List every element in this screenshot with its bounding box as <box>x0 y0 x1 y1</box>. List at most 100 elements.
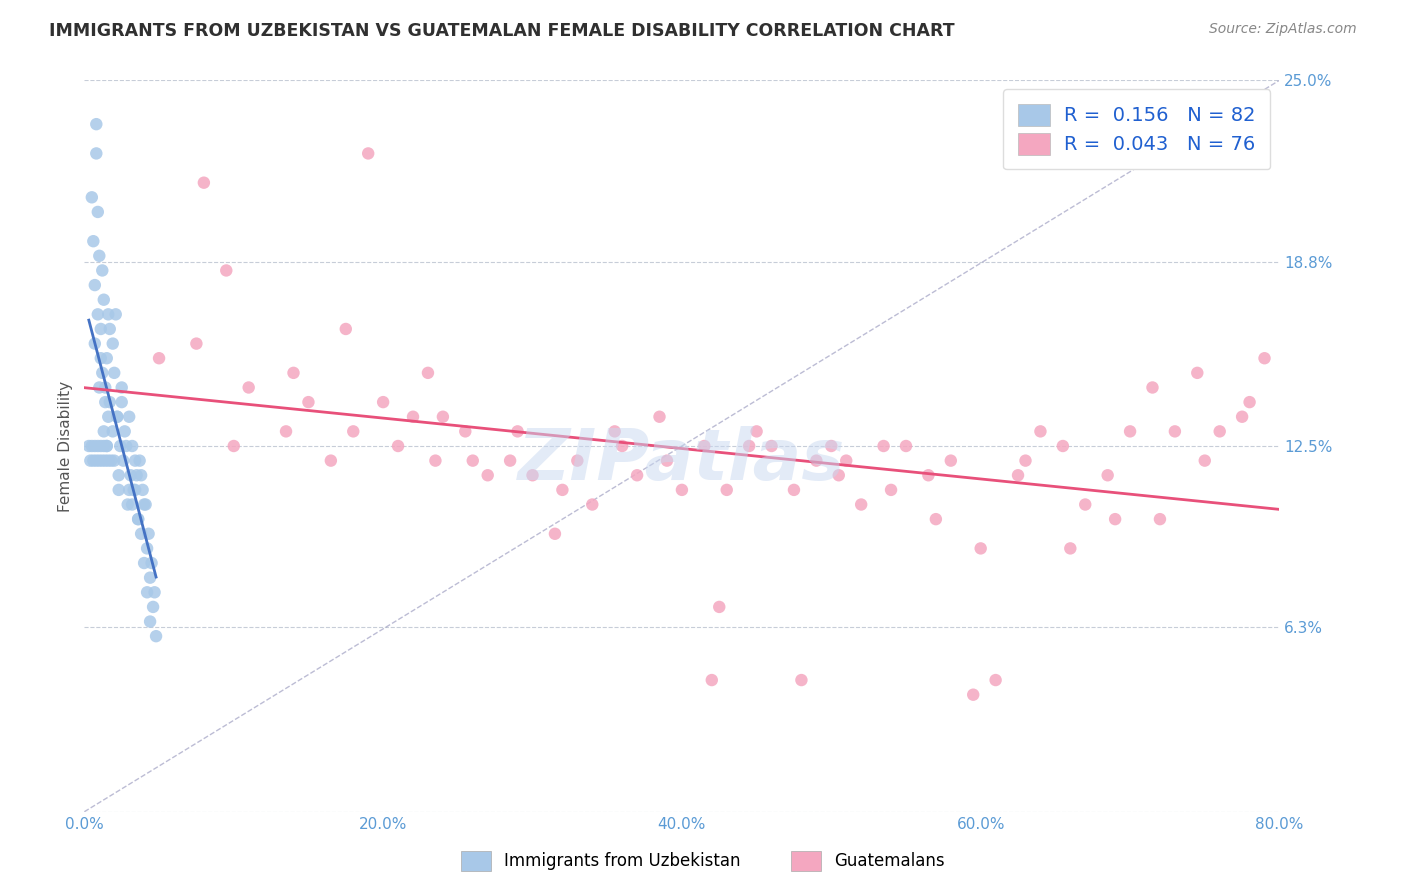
Point <box>117 498 139 512</box>
Point <box>107 468 129 483</box>
Point <box>693 439 716 453</box>
Point <box>1187 366 1209 380</box>
Point <box>297 395 319 409</box>
Point <box>648 409 671 424</box>
Point <box>1253 351 1275 366</box>
Point <box>1142 380 1164 394</box>
Legend: R =  0.156   N = 82, R =  0.043   N = 76: R = 0.156 N = 82, R = 0.043 N = 76 <box>1002 89 1271 169</box>
Point <box>1029 425 1052 439</box>
Point <box>925 512 948 526</box>
Point <box>82 453 104 467</box>
Point <box>103 453 125 467</box>
Point <box>87 439 110 453</box>
Point <box>98 395 121 409</box>
Point <box>101 425 124 439</box>
Point <box>939 453 962 467</box>
Point <box>145 629 167 643</box>
Point <box>357 146 380 161</box>
Point <box>655 453 678 467</box>
Point <box>544 526 567 541</box>
Point <box>783 483 806 497</box>
Point <box>96 439 118 453</box>
Point <box>136 585 159 599</box>
Point <box>984 673 1007 687</box>
Point <box>132 498 156 512</box>
Point <box>1149 512 1171 526</box>
Point <box>461 453 484 467</box>
Legend: Immigrants from Uzbekistan, Guatemalans: Immigrants from Uzbekistan, Guatemalans <box>453 842 953 880</box>
Point <box>77 439 100 453</box>
Point <box>319 453 342 467</box>
Point <box>97 409 120 424</box>
Point <box>1074 498 1097 512</box>
Point <box>127 512 149 526</box>
Point <box>551 483 574 497</box>
Point <box>1194 453 1216 467</box>
Point <box>138 526 160 541</box>
Point <box>222 439 245 453</box>
Point <box>970 541 993 556</box>
Point <box>1014 453 1036 467</box>
Point <box>94 395 117 409</box>
Point <box>1007 468 1029 483</box>
Point <box>603 425 626 439</box>
Point <box>89 380 111 394</box>
Point <box>387 439 409 453</box>
Point <box>373 395 395 409</box>
Point <box>86 146 108 161</box>
Point <box>82 234 104 248</box>
Point <box>90 351 112 366</box>
Point <box>125 468 148 483</box>
Point <box>1209 425 1232 439</box>
Point <box>1164 425 1187 439</box>
Point <box>124 453 146 467</box>
Point <box>83 336 105 351</box>
Point <box>738 439 761 453</box>
Point <box>86 117 108 131</box>
Point <box>506 425 529 439</box>
Point <box>567 453 589 467</box>
Point <box>127 512 149 526</box>
Point <box>94 380 117 394</box>
Point <box>91 366 114 380</box>
Point <box>454 425 477 439</box>
Point <box>89 453 111 467</box>
Point <box>1119 425 1142 439</box>
Point <box>402 409 425 424</box>
Point <box>335 322 357 336</box>
Point <box>1052 439 1074 453</box>
Point <box>105 409 128 424</box>
Point <box>90 439 112 453</box>
Point <box>872 439 894 453</box>
Point <box>136 541 159 556</box>
Text: IMMIGRANTS FROM UZBEKISTAN VS GUATEMALAN FEMALE DISABILITY CORRELATION CHART: IMMIGRANTS FROM UZBEKISTAN VS GUATEMALAN… <box>49 22 955 40</box>
Point <box>128 453 150 467</box>
Point <box>283 366 305 380</box>
Point <box>91 263 114 277</box>
Point <box>477 468 499 483</box>
Point <box>86 453 108 467</box>
Point <box>110 439 132 453</box>
Point <box>121 498 143 512</box>
Point <box>342 425 364 439</box>
Point <box>790 673 813 687</box>
Point <box>193 176 215 190</box>
Point <box>1239 395 1261 409</box>
Point <box>274 425 297 439</box>
Point <box>111 395 134 409</box>
Point <box>142 599 165 614</box>
Point <box>143 585 166 599</box>
Point <box>1097 468 1119 483</box>
Point <box>94 453 117 467</box>
Text: ZIPatlas: ZIPatlas <box>519 426 845 495</box>
Point <box>120 468 142 483</box>
Point <box>716 483 738 497</box>
Point <box>83 439 105 453</box>
Point <box>124 483 146 497</box>
Point <box>139 571 162 585</box>
Point <box>129 468 152 483</box>
Text: Source: ZipAtlas.com: Source: ZipAtlas.com <box>1209 22 1357 37</box>
Point <box>132 556 156 570</box>
Point <box>112 453 135 467</box>
Point <box>105 409 128 424</box>
